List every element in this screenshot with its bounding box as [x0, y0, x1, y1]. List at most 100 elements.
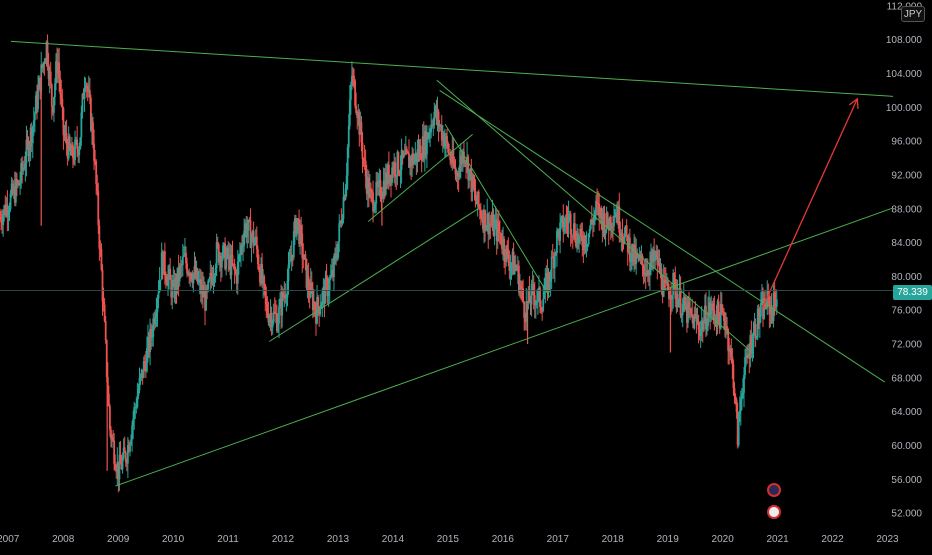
- candle-body: [428, 133, 430, 139]
- candle-body: [479, 209, 482, 218]
- event-icon-country[interactable]: [767, 483, 781, 497]
- y-tick-label: 84.000: [891, 238, 922, 249]
- candle-body: [416, 149, 419, 163]
- candle-body: [192, 273, 195, 284]
- candle-body: [483, 209, 485, 230]
- candle-body: [582, 245, 585, 250]
- candle-body: [151, 337, 154, 339]
- candle-body: [521, 288, 523, 290]
- candle-body: [321, 292, 324, 305]
- candle-body: [185, 253, 187, 264]
- candle-body: [446, 136, 448, 144]
- candle-body: [532, 284, 535, 296]
- candle-body: [375, 181, 378, 204]
- candle-body: [574, 223, 576, 240]
- candle-body: [365, 176, 368, 194]
- candle-body: [272, 311, 275, 322]
- candle-body: [716, 301, 719, 326]
- candle-body: [769, 305, 772, 315]
- trendline: [10, 40, 894, 97]
- candle-body: [175, 278, 178, 290]
- candle-body: [174, 278, 177, 299]
- candle-body: [160, 252, 163, 280]
- candle-body: [347, 125, 350, 148]
- candle-body: [507, 249, 510, 263]
- candle-body: [3, 205, 6, 215]
- candle-body: [687, 301, 689, 323]
- candle-body: [632, 244, 634, 262]
- candle-body: [188, 272, 191, 277]
- candle-body: [184, 253, 186, 256]
- candle-body: [701, 320, 704, 331]
- candle-body: [761, 298, 763, 303]
- candle-body: [144, 362, 147, 372]
- candle-body: [30, 127, 33, 144]
- candle-body: [165, 275, 167, 282]
- candle-body: [58, 62, 61, 79]
- x-tick-label: 2023: [876, 534, 899, 545]
- candle-body: [333, 256, 335, 277]
- candle-body: [242, 245, 244, 247]
- candle-body: [452, 149, 455, 165]
- candle-body: [107, 393, 110, 406]
- candle-body: [206, 288, 209, 290]
- candle-body: [129, 444, 131, 452]
- candle-body: [284, 294, 287, 299]
- candle-body: [346, 147, 349, 176]
- candle-body: [91, 122, 93, 131]
- candle-body: [768, 296, 771, 315]
- candle-body: [342, 196, 345, 220]
- candle-body: [653, 250, 656, 261]
- candle-body: [315, 310, 317, 324]
- candle-body: [366, 177, 369, 194]
- x-tick-label: 2017: [547, 534, 570, 545]
- y-axis[interactable]: 52.000 56.000 60.000 64.000 68.000 72.000 76.0…: [886, 1, 923, 519]
- candle-body: [69, 148, 72, 156]
- candle-body: [710, 310, 713, 316]
- candle-body: [135, 407, 138, 409]
- candle-body: [682, 296, 685, 304]
- candle-body: [625, 225, 628, 236]
- candle-body: [630, 258, 632, 262]
- candle-body: [319, 308, 322, 315]
- candle-body: [29, 127, 32, 147]
- candle-body: [150, 329, 153, 338]
- currency-badge[interactable]: JPY: [901, 6, 925, 22]
- candle-body: [204, 291, 206, 311]
- candle-body: [731, 356, 734, 365]
- candle-body: [62, 107, 65, 135]
- candle-body: [35, 95, 37, 114]
- candle-body: [496, 221, 499, 241]
- candle-body: [362, 159, 365, 161]
- candle-body: [173, 280, 176, 299]
- candle-body: [549, 279, 552, 282]
- candle-body: [222, 245, 224, 259]
- candle-body: [470, 168, 473, 193]
- candle-body: [688, 301, 690, 310]
- candle-body: [506, 245, 509, 250]
- candle-body: [678, 288, 681, 300]
- trendline: [269, 208, 479, 342]
- candle-body: [719, 303, 722, 329]
- candle-body: [510, 263, 513, 266]
- candle-body: [424, 131, 427, 155]
- candle-body: [738, 410, 741, 414]
- candle-body: [652, 250, 655, 262]
- event-icon-dividend[interactable]: [767, 505, 781, 519]
- trendline: [115, 207, 894, 487]
- candle-body: [279, 298, 281, 307]
- candle-body: [422, 136, 425, 158]
- candle-body: [114, 463, 117, 470]
- candle-body: [597, 202, 600, 204]
- candle-body: [51, 106, 54, 113]
- x-axis[interactable]: 2007 2008 2009 2010 2011 2012 2013 2014 2015 2016…: [0, 534, 899, 545]
- candle-body: [2, 214, 5, 225]
- candle-body: [736, 412, 739, 445]
- candle-body: [440, 125, 443, 141]
- candle-body: [656, 250, 659, 265]
- candle-body: [266, 304, 269, 315]
- candle-body: [275, 313, 278, 331]
- candle-body: [585, 244, 588, 247]
